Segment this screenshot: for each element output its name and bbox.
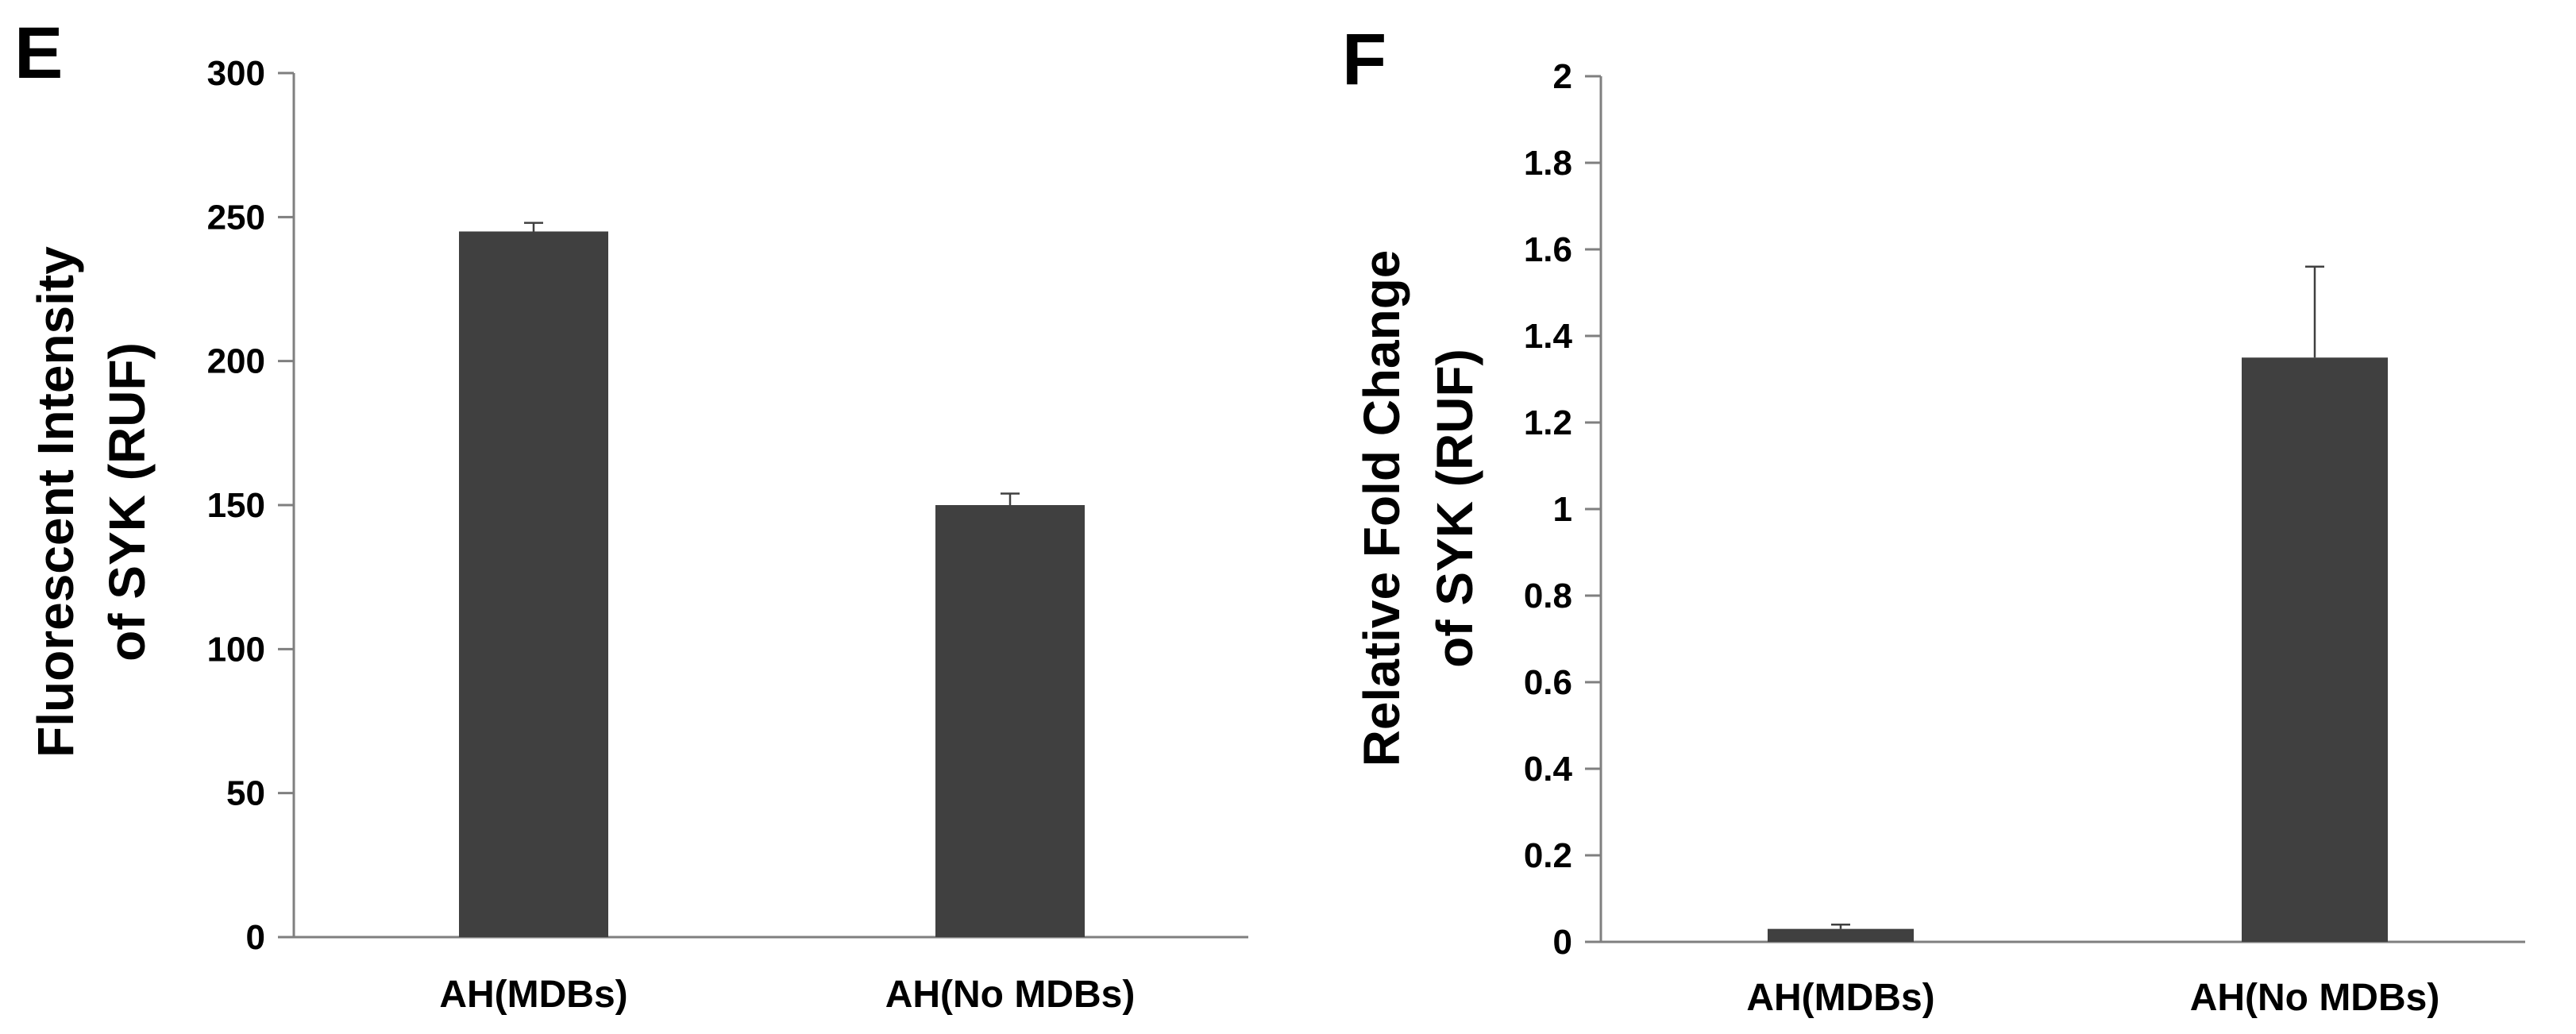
category-label: AH(No MDBs) bbox=[2190, 977, 2440, 1019]
y-tick-label: 1.4 bbox=[1524, 317, 1573, 356]
y-tick-label: 0.8 bbox=[1524, 577, 1572, 615]
y-tick-label: 250 bbox=[207, 198, 265, 237]
y-tick-label: 0 bbox=[246, 918, 265, 957]
chart-panel-e: E 0 50 100 150 200 250 300 AH(MDBs) AH(No MDBs) Fl… bbox=[14, 13, 1248, 1016]
error-bar bbox=[524, 222, 543, 232]
y-axis-title-line-1: Fluorescent Intensity bbox=[27, 246, 84, 758]
bar bbox=[935, 505, 1085, 937]
y-tick-label: 0.6 bbox=[1524, 663, 1572, 702]
chart-panel-f: F 0 0.2 0.4 0.6 0.8 1 1.2 1.4 1.6 1.8 2 AH(MDBs) AH(N… bbox=[1342, 19, 2525, 1019]
y-tick-label: 1.6 bbox=[1524, 230, 1572, 269]
y-tick-label: 1.8 bbox=[1524, 144, 1572, 183]
y-axis-title-line-2: of SYK (RUF) bbox=[1426, 349, 1483, 668]
category-label: AH(MDBs) bbox=[439, 974, 627, 1016]
y-tick-label: 2 bbox=[1553, 57, 1572, 96]
category-label: AH(MDBs) bbox=[1746, 977, 1934, 1019]
y-axis-title-line-2: of SYK (RUF) bbox=[98, 342, 156, 662]
category-label: AH(No MDBs) bbox=[885, 974, 1136, 1016]
y-tick-label: 150 bbox=[207, 486, 265, 525]
panel-letter: E bbox=[14, 13, 63, 94]
bar bbox=[2242, 357, 2388, 942]
y-tick-label: 1 bbox=[1553, 490, 1572, 529]
error-bar bbox=[1001, 492, 1020, 505]
y-tick-label: 100 bbox=[207, 630, 265, 669]
y-tick-label: 200 bbox=[207, 342, 265, 381]
panel-letter: F bbox=[1342, 19, 1386, 100]
error-bar bbox=[1831, 923, 1850, 929]
bar bbox=[1768, 928, 1914, 942]
y-tick-label: 50 bbox=[226, 774, 265, 813]
y-tick-label: 0 bbox=[1553, 923, 1572, 962]
y-tick-label: 0.4 bbox=[1524, 750, 1573, 789]
y-tick-label: 300 bbox=[207, 54, 265, 93]
error-bar bbox=[2305, 265, 2324, 358]
y-axis-title-line-1: Relative Fold Change bbox=[1353, 250, 1410, 767]
bar bbox=[459, 231, 608, 937]
y-tick-label: 0.2 bbox=[1524, 836, 1572, 875]
y-tick-label: 1.2 bbox=[1524, 403, 1572, 442]
